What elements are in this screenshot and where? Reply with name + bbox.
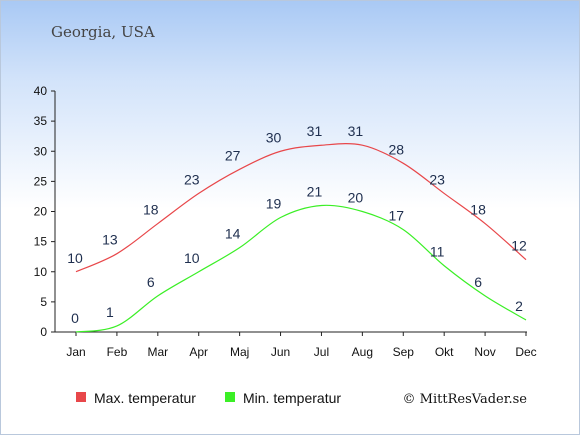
- legend-swatch-min: [225, 392, 235, 402]
- legend-label-min: Min. temperatur: [243, 390, 341, 406]
- x-tick-label: Feb: [107, 345, 128, 359]
- data-label-min: 17: [388, 208, 404, 224]
- y-tick-label: 35: [34, 114, 48, 128]
- data-label-min: 14: [225, 226, 241, 242]
- data-label-min: 19: [266, 196, 282, 212]
- series-line-min: [75, 204, 527, 333]
- data-label-min: 0: [71, 310, 79, 326]
- x-tick-label: Okt: [435, 345, 454, 359]
- x-tick-label: Maj: [230, 345, 249, 359]
- series-line-max: [75, 143, 527, 273]
- y-tick-label: 15: [34, 235, 48, 249]
- data-label-min: 10: [184, 250, 200, 266]
- y-tick-label: 10: [34, 265, 48, 279]
- legend-swatch-max: [76, 392, 86, 402]
- x-tick-label: Jul: [314, 345, 329, 359]
- data-label-max: 28: [388, 141, 404, 157]
- y-tick-label: 0: [40, 325, 47, 339]
- data-label-max: 18: [143, 202, 159, 218]
- legend-label-max: Max. temperatur: [94, 390, 196, 406]
- data-label-max: 12: [511, 238, 527, 254]
- x-tick-label: Aug: [352, 345, 373, 359]
- data-label-max: 18: [470, 202, 486, 218]
- data-label-max: 23: [184, 171, 200, 187]
- series-lines: [75, 143, 527, 333]
- x-tick-label: Sep: [393, 345, 415, 359]
- y-tick-label: 20: [34, 205, 48, 219]
- data-label-min: 6: [474, 274, 482, 290]
- data-label-max: 13: [102, 232, 118, 248]
- data-label-max: 31: [348, 123, 364, 139]
- chart-title: Georgia, USA: [51, 23, 155, 41]
- data-label-max: 27: [225, 147, 241, 163]
- data-label-min: 1: [106, 304, 114, 320]
- data-label-min: 20: [348, 190, 364, 206]
- data-label-min: 2: [515, 298, 523, 314]
- y-tick-label: 30: [34, 144, 48, 158]
- data-label-max: 23: [429, 171, 445, 187]
- data-label-min: 11: [430, 244, 445, 260]
- y-tick-label: 40: [34, 84, 48, 98]
- x-tick-label: Mar: [147, 345, 168, 359]
- x-tick-label: Nov: [474, 345, 495, 359]
- credit-text: © MittResVader.se: [403, 392, 528, 407]
- legend: Max. temperatur Min. temperatur: [76, 390, 341, 406]
- x-tick-label: Dec: [515, 345, 536, 359]
- x-tick-label: Jun: [271, 345, 290, 359]
- y-tick-label: 25: [34, 174, 48, 188]
- data-label-min: 6: [147, 274, 155, 290]
- y-tick-label: 5: [40, 295, 47, 309]
- data-label-max: 31: [307, 123, 323, 139]
- data-label-max: 10: [67, 250, 83, 266]
- data-label-max: 30: [266, 129, 282, 145]
- x-tick-label: Jan: [66, 345, 85, 359]
- data-label-min: 21: [307, 183, 323, 199]
- x-tick-label: Apr: [189, 345, 208, 359]
- data-labels: 10 13 18 23 27 30 31 31 28 23 18 12 0 1 6 10 14 19 21 20 17 1…: [67, 123, 527, 326]
